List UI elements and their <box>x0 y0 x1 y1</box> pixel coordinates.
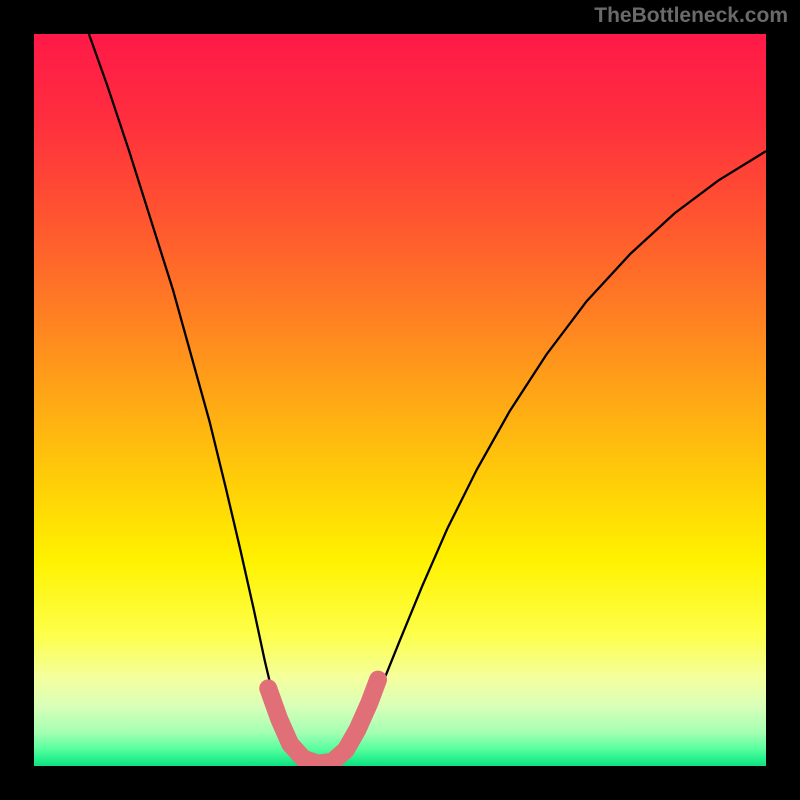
plot-area <box>34 34 766 766</box>
chart-container: TheBottleneck.com <box>0 0 800 800</box>
chart-svg <box>34 34 766 766</box>
gradient-background <box>34 34 766 766</box>
watermark-text: TheBottleneck.com <box>594 4 788 28</box>
